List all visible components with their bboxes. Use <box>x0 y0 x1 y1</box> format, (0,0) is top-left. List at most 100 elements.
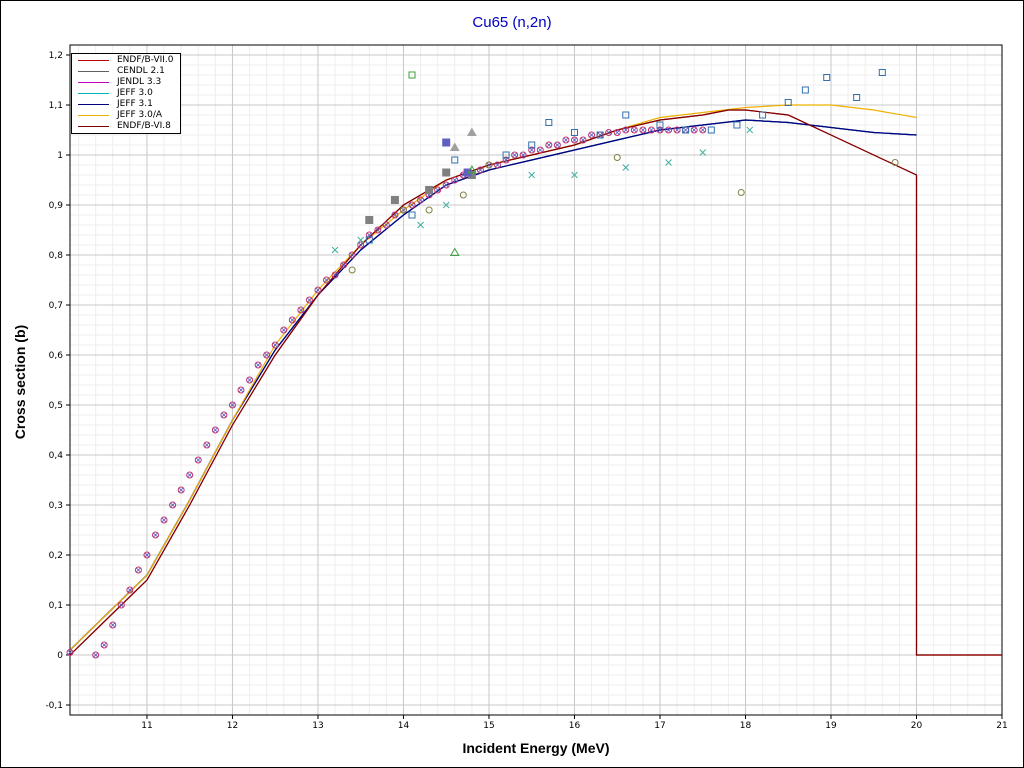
data-point-cross <box>409 202 415 208</box>
data-point <box>417 196 425 204</box>
data-point-cross <box>204 442 210 448</box>
chart-title: Cu65 (n,2n) <box>472 14 552 31</box>
data-point <box>622 164 630 171</box>
x-tick-label: 16 <box>569 721 581 731</box>
x-tick-label: 19 <box>825 721 837 731</box>
data-point <box>801 86 809 94</box>
data-point <box>746 126 754 134</box>
data-point <box>485 161 493 169</box>
y-tick-label: 0,4 <box>49 451 64 461</box>
data-point <box>228 401 236 409</box>
data-point-cross <box>700 127 706 133</box>
data-point-cross <box>315 287 321 293</box>
data-point <box>570 136 578 144</box>
y-tick-label: 0,8 <box>49 251 64 261</box>
data-point-cross <box>93 652 98 658</box>
data-point <box>442 181 450 189</box>
data-point-cross <box>298 307 304 313</box>
legend-label: ENDF/B-VII.0 <box>117 55 174 65</box>
data-point-cross <box>392 212 398 218</box>
data-point <box>622 111 630 119</box>
data-point-cross <box>213 427 218 433</box>
data-point <box>449 247 460 256</box>
data-point <box>699 126 707 134</box>
legend-label: ENDF/B-VI.8 <box>117 121 171 131</box>
x-tick-label: 18 <box>740 721 752 731</box>
data-point-cross <box>195 457 201 463</box>
y-tick-label: 0,6 <box>49 351 64 361</box>
data-point <box>613 129 621 136</box>
data-point <box>459 191 467 199</box>
data-point <box>528 171 536 179</box>
data-point-cross <box>178 487 184 493</box>
data-point-cross <box>418 197 423 203</box>
legend-item: ENDF/B-VII.0 <box>72 55 180 66</box>
data-point <box>254 361 262 369</box>
data-point-cross <box>495 162 500 168</box>
data-point <box>673 126 681 134</box>
data-point <box>596 131 604 139</box>
y-tick-label: 1,2 <box>49 51 63 61</box>
legend-swatch <box>78 60 109 61</box>
data-point <box>134 566 142 574</box>
data-point <box>425 186 434 194</box>
legend-swatch <box>78 82 109 83</box>
legend-label: JEFF 3.0 <box>117 88 153 98</box>
data-point-cross <box>623 127 629 133</box>
data-point-cross <box>119 602 124 608</box>
data-point <box>467 164 477 174</box>
data-point-cross <box>606 130 611 135</box>
x-tick-label: 15 <box>483 721 494 731</box>
data-point <box>707 126 715 134</box>
data-point <box>656 126 664 134</box>
data-point-cross <box>366 232 372 238</box>
y-tick-label: 0,7 <box>49 301 63 311</box>
data-point-cross <box>589 132 594 138</box>
plot-border <box>69 44 1003 716</box>
x-tick-label: 12 <box>227 721 238 731</box>
data-point <box>297 306 305 314</box>
data-point <box>152 531 160 539</box>
data-point <box>390 196 399 204</box>
y-tick-label: 0,5 <box>49 401 63 411</box>
data-point-cross <box>503 157 509 163</box>
data-point-cross <box>281 327 287 333</box>
data-point <box>682 126 690 134</box>
data-point <box>323 276 331 284</box>
data-point <box>442 201 450 209</box>
data-point-cross <box>136 567 141 573</box>
data-point-cross <box>649 127 654 133</box>
data-point <box>613 154 621 161</box>
data-point <box>357 236 365 244</box>
data-point <box>117 601 125 609</box>
x-tick-label: 20 <box>911 721 923 731</box>
legend-swatch <box>78 93 109 94</box>
data-point-cross <box>144 552 150 558</box>
data-point-cross <box>307 297 312 303</box>
legend-label: JENDL 3.3 <box>117 77 162 87</box>
data-point-cross <box>580 137 586 143</box>
data-point <box>237 386 245 394</box>
data-point <box>186 471 194 479</box>
data-point <box>348 266 356 274</box>
legend-swatch <box>78 126 109 127</box>
data-point-cross <box>349 252 355 258</box>
y-tick-label: 0,3 <box>49 501 63 511</box>
data-point <box>878 69 886 76</box>
data-point-cross <box>537 147 543 153</box>
data-point-cross <box>401 207 406 213</box>
data-point-cross <box>255 362 261 368</box>
data-point-cross <box>657 127 663 133</box>
plot-area <box>70 45 1002 715</box>
data-point <box>449 142 460 151</box>
data-point-cross <box>691 127 697 133</box>
data-point <box>169 501 177 509</box>
y-tick-label: 1 <box>57 151 63 161</box>
data-point <box>528 141 536 149</box>
y-tick-label: 0,2 <box>49 551 63 561</box>
data-point-cross <box>170 502 175 508</box>
data-point <box>143 551 151 559</box>
legend-item: JEFF 3.0 <box>72 88 180 99</box>
data-point <box>331 271 339 279</box>
